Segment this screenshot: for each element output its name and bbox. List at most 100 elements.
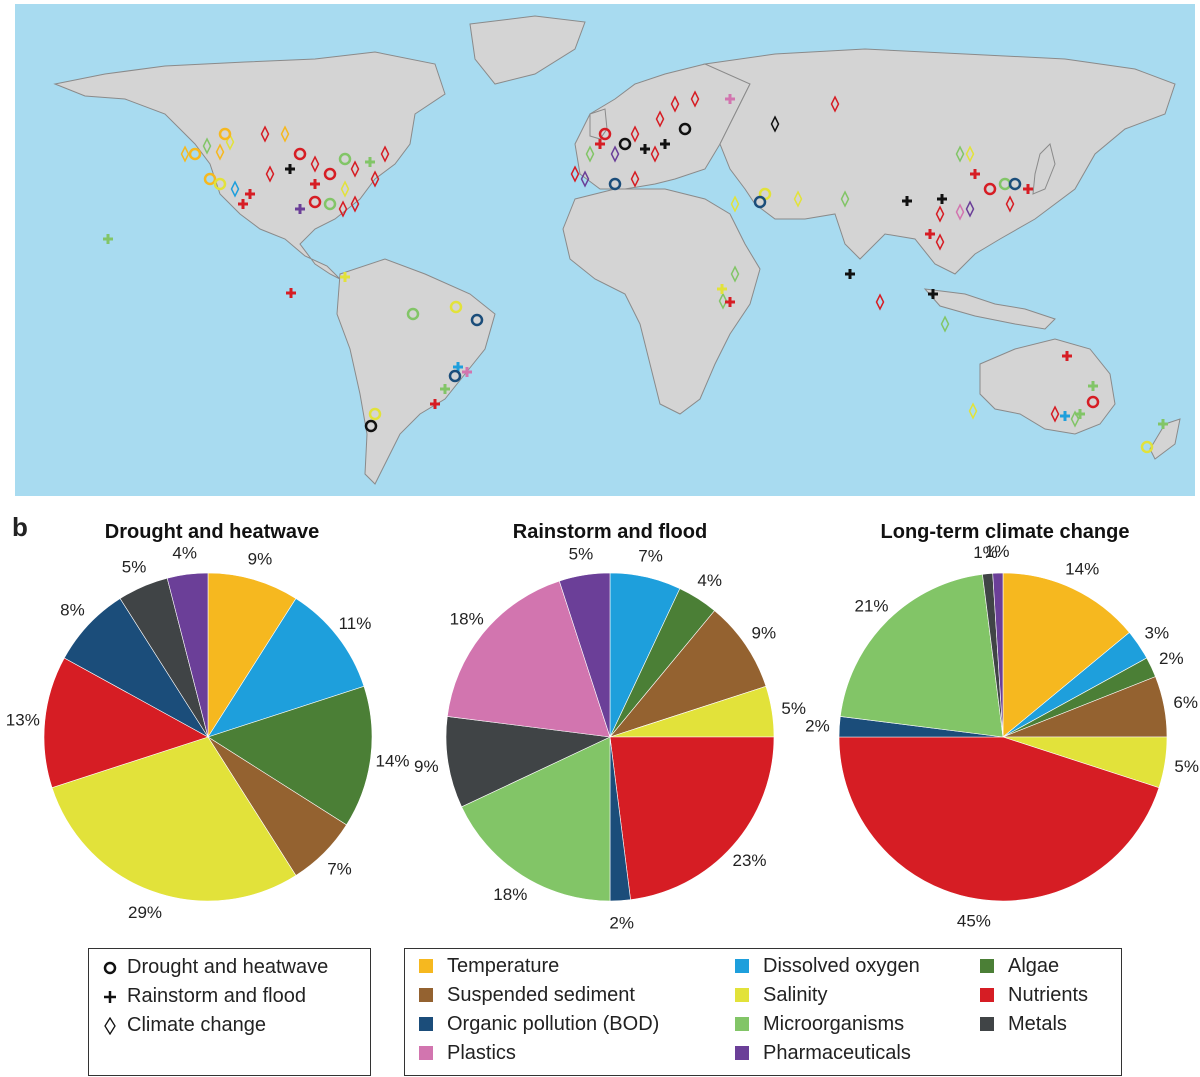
legend-item-temperature: Temperature [419, 953, 559, 979]
legend-swatch [980, 959, 994, 973]
slice-label: 1% [973, 543, 998, 562]
slice-label: 4% [697, 571, 722, 590]
site-marker [225, 133, 235, 151]
site-marker [340, 272, 350, 282]
legend-swatch [735, 1046, 749, 1060]
pie-slice-algae [207, 685, 373, 826]
slice-label: 5% [569, 544, 594, 563]
site-marker [718, 292, 728, 310]
slice-label: 5% [1174, 757, 1199, 776]
site-marker [238, 199, 248, 209]
legend-item-suspended_sediment: Suspended sediment [419, 982, 635, 1008]
pie-slice-microorganisms [461, 736, 611, 902]
legend-label: Nutrients [1008, 983, 1089, 1006]
site-marker [1158, 419, 1168, 429]
pie-slice-salinity [51, 736, 297, 902]
africa [562, 188, 761, 415]
legend-swatch [419, 1046, 433, 1060]
pie-slice-microorganisms [839, 573, 1004, 738]
site-marker [845, 269, 855, 279]
site-marker [213, 177, 227, 191]
event-legend-label: Drought and heatwave [127, 956, 329, 978]
slice-label: 8% [60, 601, 85, 620]
slice-label: 2% [805, 716, 830, 735]
slice-label: 14% [1065, 560, 1099, 579]
event-legend: Drought and heatwave Rainstorm and flood C… [88, 948, 371, 1076]
legend-label: Microorganisms [763, 1012, 905, 1035]
site-marker [406, 307, 420, 321]
site-marker [925, 229, 935, 239]
pie-slice-nutrients [838, 736, 1160, 902]
variable-legend: Temperature Dissolved oxygen Algae Suspende… [404, 948, 1122, 1076]
slice-label: 29% [128, 903, 162, 922]
pie-title: Rainstorm and flood [513, 521, 707, 543]
site-marker [440, 384, 450, 394]
site-marker [338, 152, 352, 166]
site-marker [640, 144, 650, 154]
legend-label: Dissolved oxygen [763, 954, 920, 977]
site-marker [753, 195, 767, 209]
legend-item-pharmaceuticals: Pharmaceuticals [735, 1040, 911, 1066]
site-marker [188, 147, 202, 161]
site-marker [630, 125, 640, 143]
legend-swatch [735, 959, 749, 973]
pie-slice-nutrients [609, 736, 775, 901]
plus-icon [99, 989, 121, 1005]
slice-label: 7% [327, 860, 352, 879]
site-marker [650, 145, 660, 163]
site-marker [730, 265, 740, 283]
pie-slice-temperature [1002, 572, 1130, 738]
site-marker [678, 122, 692, 136]
site-marker [380, 145, 390, 163]
slice-label: 1% [985, 542, 1010, 561]
slice-label: 14% [375, 751, 409, 770]
legend-label: Metals [1008, 1012, 1067, 1035]
legend-label: Temperature [447, 954, 560, 977]
pie-slice-suspended_sediment [609, 610, 767, 738]
legend-swatch [419, 1017, 433, 1031]
site-marker [103, 234, 113, 244]
japan [1032, 143, 1056, 195]
site-marker [350, 195, 360, 213]
slice-label: 18% [450, 609, 484, 628]
site-marker [295, 204, 305, 214]
pie-slice-temperature [207, 572, 297, 739]
legend-item-salinity: Salinity [735, 982, 827, 1008]
site-marker [793, 190, 803, 208]
site-marker [215, 143, 225, 161]
site-marker [202, 137, 212, 155]
pie-slice-nutrients [43, 657, 209, 789]
site-marker [280, 125, 290, 143]
site-marker [570, 165, 580, 183]
slice-label: 9% [248, 549, 273, 568]
site-marker [308, 195, 322, 209]
pie-slice-plastics [446, 580, 611, 738]
site-marker [448, 369, 462, 383]
pie-title: Drought and heatwave [105, 521, 319, 543]
legend-swatch [735, 988, 749, 1002]
site-marker [955, 203, 965, 221]
slice-label: 21% [854, 597, 888, 616]
slice-label: 7% [638, 547, 663, 566]
indonesia [923, 288, 1056, 330]
legend-swatch [980, 988, 994, 1002]
pie-chart: Rainstorm and flood 7% 4% 9% 5% 23% 2% 18% 9% 18%… [414, 521, 806, 933]
slice-label: 45% [957, 912, 991, 931]
site-marker [340, 180, 350, 198]
pie-charts: Drought and heatwave 9% 11% 14% 7% 29% 13% 8% 5%… [6, 521, 1199, 933]
site-marker [902, 196, 912, 206]
pie-slice-metals [445, 716, 612, 808]
legend-label: Plastics [447, 1041, 516, 1064]
slice-label: 5% [122, 557, 147, 576]
legend-swatch [980, 1017, 994, 1031]
site-marker [1060, 411, 1070, 421]
site-marker [462, 367, 472, 377]
site-marker [580, 170, 590, 188]
site-marker [935, 205, 945, 223]
site-marker [937, 194, 947, 204]
site-marker [875, 293, 885, 311]
legend-label: Suspended sediment [447, 983, 635, 1006]
site-marker [449, 300, 463, 314]
site-marker [1086, 395, 1100, 409]
pie-chart: Long-term climate change 14% 3% 2% 6% 5% 45% 2%… [805, 521, 1199, 931]
